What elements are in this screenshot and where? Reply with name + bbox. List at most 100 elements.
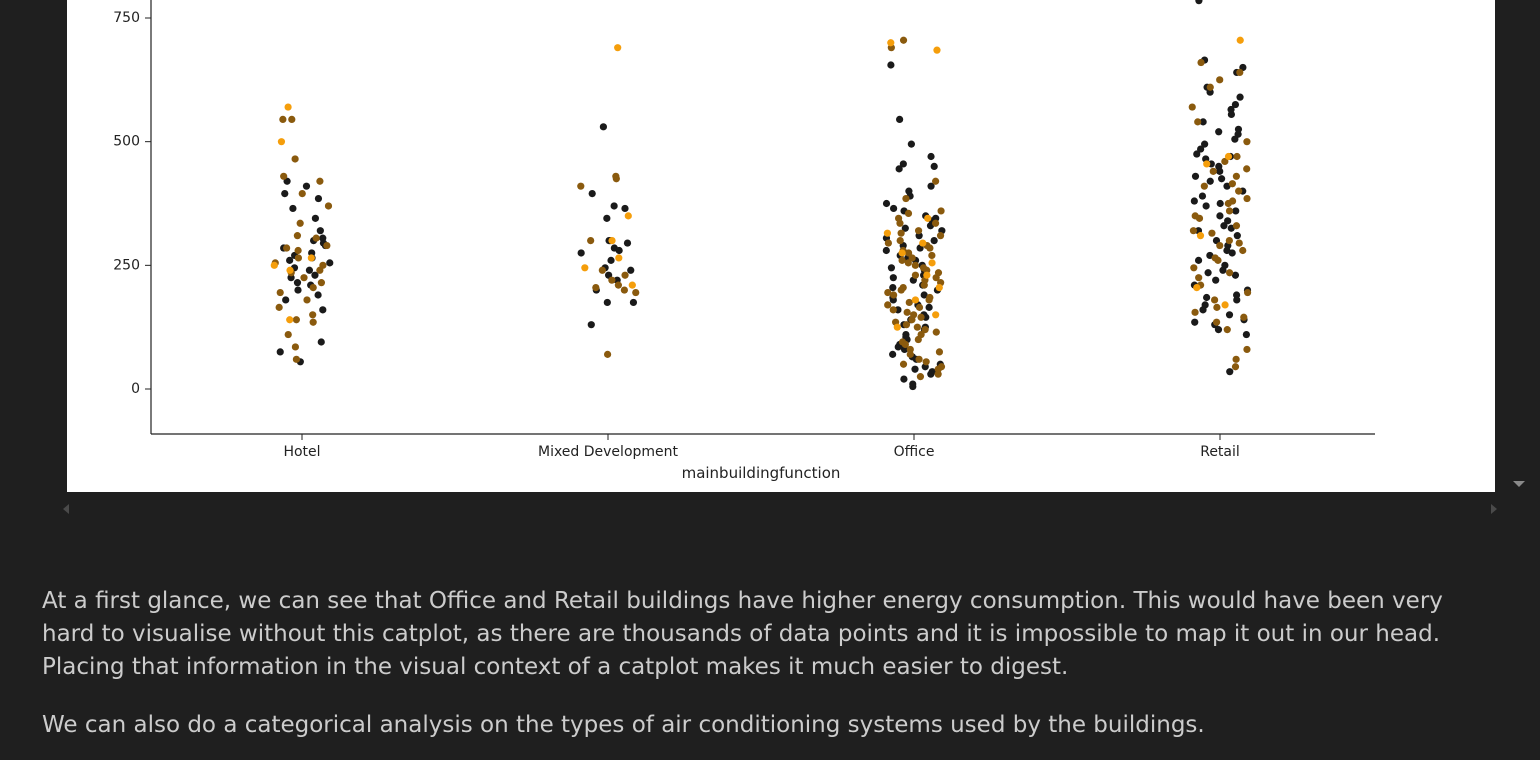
strip-point [319,234,327,242]
scroll-right-arrow-icon[interactable] [1491,504,1497,514]
strip-point [1209,167,1217,175]
strip-point [615,246,623,255]
strip-point [1191,308,1199,316]
strip-point [603,214,611,222]
strip-point [1203,160,1211,168]
strip-point [1194,118,1202,126]
strip-point [293,232,302,240]
strip-point [893,323,901,331]
strip-point [908,316,916,324]
strip-point [291,343,300,351]
strip-point [314,194,323,203]
strip-point [932,311,940,319]
strip-point [314,291,322,299]
strip-point [896,219,904,227]
strip-point [905,298,913,307]
strip-point [1189,227,1198,235]
strip-point [1223,182,1231,190]
strip-point [1206,177,1214,185]
strip-point [627,266,635,274]
strip-point [1214,326,1223,334]
strip-point [1232,207,1240,215]
strip-point [921,326,929,334]
strip-point [882,199,891,208]
strip-point [587,237,595,245]
strip-point [289,204,297,213]
strip-point [909,382,917,391]
strip-point [1243,345,1251,354]
strip-point [1216,199,1224,208]
strip-point [889,350,897,358]
strip-point [900,375,908,383]
strip-point [1232,355,1240,363]
markdown-paragraph-1: At a first glance, we can see that Offic… [42,588,1443,680]
strip-point [1191,172,1200,180]
strip-point [927,152,935,161]
strip-point [305,266,314,274]
strip-point [899,283,907,292]
catplot-chart: 0 250 500 750 Hotel Mixed Development Of… [113,0,1375,482]
strip-point [925,303,933,311]
strip-point [917,313,925,321]
strip-point [292,316,300,324]
collapse-output-arrow-icon[interactable] [1513,481,1525,487]
strip-point [300,274,308,282]
strip-point [887,39,895,47]
strip-point [1195,274,1203,282]
scroll-left-arrow-icon[interactable] [63,504,69,514]
strip-point [1227,110,1235,119]
strip-point [1242,330,1250,339]
y-tick-label: 0 [131,381,140,397]
strip-point [1244,288,1252,297]
strip-point [937,207,945,215]
strip-point [937,363,946,371]
strip-point [286,316,294,324]
strip-point [612,175,620,183]
strip-point [614,44,622,52]
strip-point [1199,118,1207,126]
strip-point [1191,212,1199,220]
strip-point [890,204,898,213]
strip-point [1243,138,1251,146]
strip-point [610,202,618,210]
strip-point [620,286,628,294]
strip-point [603,298,611,307]
strip-point [282,296,290,304]
strip-point [884,288,892,297]
strip-point [284,330,292,339]
strip-point [1228,249,1236,257]
strip-point [897,229,905,237]
strip-point [911,296,920,304]
strip-point [1193,150,1201,158]
strip-point [1243,194,1251,203]
strip-point [1210,296,1219,304]
strip-point [1240,313,1248,321]
strip-point [628,281,636,289]
strip-point [1232,222,1241,230]
strip-point [935,283,943,292]
strip-point [1243,165,1251,173]
strip-point [916,373,925,381]
x-tick-label-hotel: Hotel [283,444,320,460]
strip-point [906,345,914,354]
strip-point [624,212,632,220]
strip-point [934,370,942,378]
strip-point [915,355,923,363]
strip-point [307,254,315,262]
strip-point [316,177,324,185]
strip-point [1193,283,1201,292]
strip-point [923,271,931,279]
strip-point [608,276,616,284]
strip-point [1233,152,1241,161]
strip-point [933,46,941,54]
strip-point [323,241,331,250]
strip-point [303,296,311,304]
strip-point [895,165,903,173]
strip-point [599,123,607,131]
strip-point [899,360,908,368]
strip-point [932,328,940,336]
strip-point [608,237,616,245]
strip-point [309,311,317,319]
strip-point [907,140,915,148]
x-axis-label: mainbuildingfunction [682,464,841,482]
